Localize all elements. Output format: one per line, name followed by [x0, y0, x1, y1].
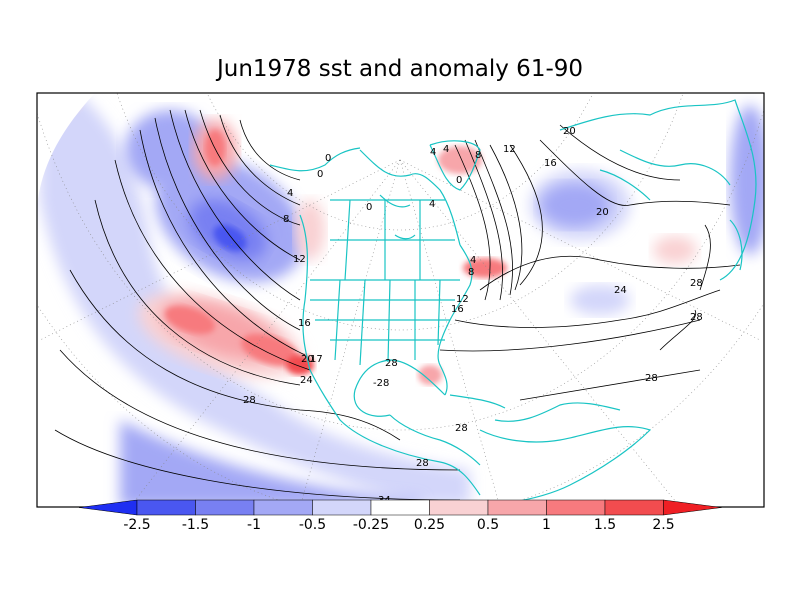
svg-text:28: 28 — [243, 395, 256, 406]
svg-text:0: 0 — [366, 202, 372, 213]
svg-text:12: 12 — [456, 294, 469, 305]
svg-text:24: 24 — [300, 375, 313, 386]
colorbar-tick-label: 2.5 — [652, 517, 674, 533]
colorbar-tick-label: -0.5 — [299, 517, 326, 533]
colorbar-arrow-high — [663, 499, 722, 516]
svg-text:4: 4 — [470, 255, 476, 266]
svg-text:0: 0 — [456, 175, 462, 186]
coastlines — [269, 99, 757, 507]
colorbar-tick-label: 1 — [542, 517, 551, 533]
svg-text:4: 4 — [287, 188, 293, 199]
svg-text:12: 12 — [503, 144, 516, 155]
svg-text:28: 28 — [416, 458, 429, 469]
colorbar-box — [195, 499, 255, 516]
colorbar-tick-label: 0.5 — [477, 517, 499, 533]
colorbar-box — [253, 499, 313, 516]
colorbar-box — [312, 499, 372, 516]
svg-text:0: 0 — [317, 169, 323, 180]
svg-text:28: 28 — [690, 312, 703, 323]
svg-text:16: 16 — [298, 318, 311, 329]
colorbar-tick-label: 0.25 — [414, 517, 445, 533]
svg-text:4: 4 — [430, 147, 436, 158]
svg-text:28: 28 — [645, 373, 658, 384]
svg-text:17: 17 — [310, 354, 323, 365]
anomaly-shading — [40, 93, 764, 507]
colorbar-box — [546, 499, 606, 516]
colorbar-tick-label: -2.5 — [123, 517, 150, 533]
colorbar-tick-label: -1.5 — [182, 517, 209, 533]
colorbar-box — [136, 499, 196, 516]
colorbar-box — [429, 499, 489, 516]
colorbar-box — [604, 499, 664, 516]
svg-text:16: 16 — [544, 158, 557, 169]
svg-text:8: 8 — [283, 214, 289, 225]
svg-text:28: 28 — [690, 278, 703, 289]
colorbar: -2.5 -1.5 -1 -0.5 -0.25 0.25 0.5 1 1.5 2.5 — [78, 499, 722, 533]
svg-text:4: 4 — [443, 144, 449, 155]
svg-text:0: 0 — [325, 153, 331, 164]
svg-text:-28: -28 — [373, 378, 389, 389]
graticule — [37, 93, 764, 507]
svg-text:12: 12 — [293, 254, 306, 265]
colorbar-tick-label: 1.5 — [594, 517, 616, 533]
svg-text:8: 8 — [475, 150, 481, 161]
colorbar-tick-label: -0.25 — [353, 517, 389, 533]
colorbar-box — [487, 499, 547, 516]
svg-text:16: 16 — [451, 304, 464, 315]
svg-text:4: 4 — [429, 199, 435, 210]
sst-contours — [54, 109, 741, 501]
colorbar-box — [370, 499, 430, 516]
colorbar-tick-label: -1 — [247, 517, 261, 533]
svg-text:8: 8 — [468, 267, 474, 278]
svg-text:20: 20 — [563, 126, 576, 137]
svg-text:28: 28 — [455, 423, 468, 434]
svg-text:20: 20 — [301, 354, 314, 365]
svg-text:28: 28 — [385, 358, 398, 369]
svg-text:20: 20 — [596, 207, 609, 218]
svg-text:24: 24 — [614, 285, 627, 296]
map-title: Jun1978 sst and anomaly 61-90 — [216, 56, 584, 82]
